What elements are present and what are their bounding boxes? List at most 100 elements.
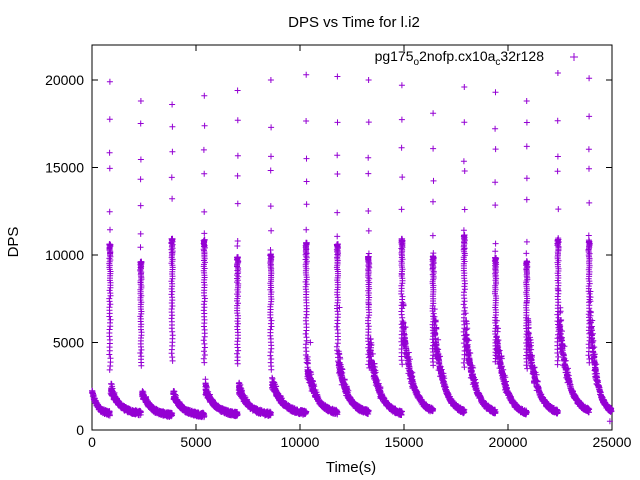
data-point [334,171,341,177]
data-point [201,292,208,299]
data-point [314,391,321,398]
data-point [343,392,350,399]
data-point [492,240,499,247]
data-point [303,408,310,415]
data-point [461,298,468,305]
data-point [434,354,441,361]
data-point [303,118,310,124]
data-point [340,379,347,386]
x-tick-label: 5000 [180,434,211,450]
plot-border [91,44,613,431]
data-point [234,200,241,207]
data-point [308,382,315,389]
data-point [106,116,113,123]
data-point [430,177,437,184]
data-point [303,71,310,78]
data-point [398,116,405,123]
data-point [461,364,468,371]
data-point [334,320,341,327]
y-tick-label: 0 [76,422,84,438]
data-point [492,179,499,186]
data-point [430,145,437,152]
data-point [437,370,444,377]
data-point [169,101,176,108]
data-point [107,301,114,308]
data-point [365,77,372,83]
data-point [429,232,436,239]
data-point [106,351,113,358]
data-point [523,362,530,369]
data-point [333,323,340,330]
data-point [109,383,116,390]
data-point [137,244,144,251]
data-point [405,365,412,372]
data-point [365,208,372,214]
data-point [106,78,113,85]
data-point [268,227,275,234]
data-point [523,98,530,104]
data-point [268,366,275,373]
data-point [372,367,379,374]
data-point [234,411,241,417]
data-point [430,110,437,117]
data-point [147,402,154,409]
y-axis-label: DPS [5,227,22,258]
data-point [201,359,208,366]
data-point [107,226,113,233]
data-point [276,397,283,404]
data-point [523,250,530,257]
data-point [106,208,113,215]
data-point [106,165,113,172]
data-point [334,209,341,216]
data-point [399,174,406,181]
data-point [107,323,114,330]
data-point [365,407,372,414]
data-point [238,387,245,394]
data-point [467,374,474,381]
data-point [365,170,372,177]
data-point [465,357,472,364]
x-axis-label: Time(s) [326,459,376,476]
data-point [234,360,241,367]
data-point [402,324,409,331]
data-point [242,400,249,407]
data-point [137,156,144,163]
data-point [461,304,468,311]
data-point [438,366,445,373]
data-point [169,288,176,295]
data-point [110,395,117,402]
data-point [207,399,214,406]
data-point [201,413,208,420]
data-point [106,412,113,419]
data-point [179,403,186,410]
data-point [213,404,220,411]
data-point [268,323,275,330]
data-point [373,375,379,382]
data-point [201,208,208,215]
data-point [310,388,317,395]
data-point [210,401,217,408]
data-point [334,119,341,126]
data-point [378,394,385,401]
data-point [202,381,209,388]
data-point [137,176,144,183]
data-point [168,300,175,306]
data-point [309,377,316,384]
data-point [236,383,243,390]
data-point [334,73,341,80]
data-point [398,206,405,213]
data-point [268,153,274,160]
data-point [430,198,436,205]
data-point [461,286,468,293]
x-tick-label: 25000 [593,434,632,450]
chart-title: DPS vs Time for l.i2 [288,14,420,31]
data-point [137,98,144,104]
y-tick-label: 5000 [53,335,84,351]
data-point [234,318,241,325]
y-tick-label: 10000 [45,247,84,263]
data-point [271,379,278,386]
data-point [406,375,413,382]
data-point [430,362,437,369]
data-point [234,152,241,159]
data-point [461,84,468,90]
